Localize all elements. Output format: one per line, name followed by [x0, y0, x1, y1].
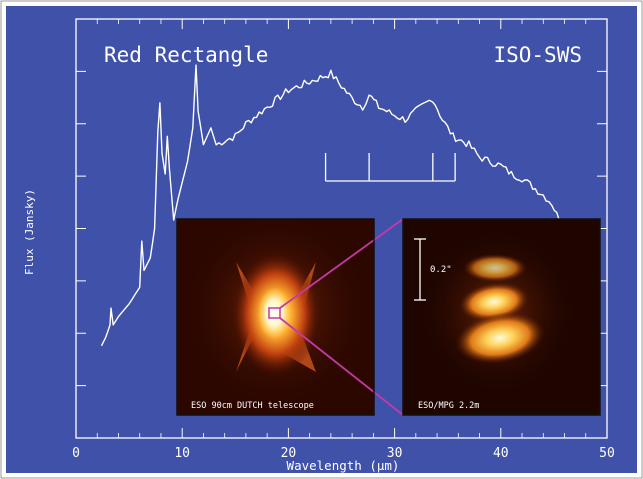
- x-axis-tick-labels: 0 10 20 30 40 50: [72, 446, 615, 461]
- zoom-connector-lines: [279, 218, 404, 416]
- inset-right-frame: [402, 218, 601, 416]
- y-axis-label: Flux (Jansky): [23, 189, 36, 275]
- x-tick-label: 40: [493, 446, 509, 461]
- chart-title: Red Rectangle: [104, 43, 268, 67]
- x-tick-label: 30: [387, 446, 403, 461]
- x-tick-label: 10: [174, 446, 190, 461]
- x-tick-label: 0: [72, 446, 80, 461]
- inset-left-caption: ESO 90cm DUTCH telescope: [191, 401, 314, 411]
- instrument-label: ISO-SWS: [493, 43, 582, 67]
- inset-wide-field: ESO 90cm DUTCH telescope: [177, 219, 374, 415]
- nebula-closeup-image: [418, 227, 578, 397]
- x-tick-label: 50: [599, 446, 615, 461]
- nebula-wide-image: [181, 219, 371, 410]
- feature-markers: [324, 153, 456, 182]
- x-axis-label: Wavelength (μm): [287, 458, 400, 473]
- spectrum-line: [100, 64, 560, 347]
- scale-bar: [414, 238, 426, 301]
- scale-bar-label: 0.2": [430, 265, 452, 275]
- spectrum-series: [100, 64, 560, 347]
- inset-left-frame: [176, 218, 375, 416]
- inset-right-caption: ESO/MPG 2.2m: [418, 401, 479, 411]
- inset-closeup: 0.2" ESO/MPG 2.2m: [403, 219, 600, 415]
- x-axis-ticks: [75, 19, 608, 438]
- x-tick-label: 20: [281, 446, 297, 461]
- x-axis-minor-ticks: [96, 19, 587, 438]
